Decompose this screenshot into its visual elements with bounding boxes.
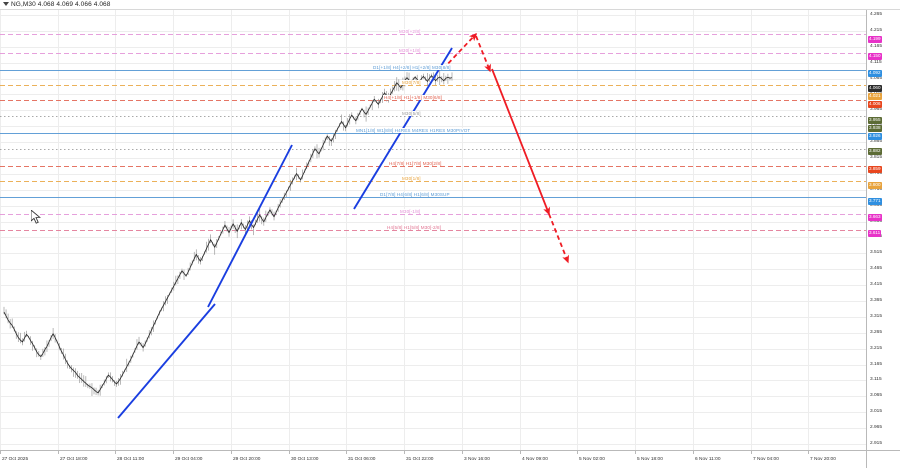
time-tick-mark [289, 451, 290, 454]
murray-level-label: H4[7/8] H1[7/8] M30[2/8] [388, 161, 443, 166]
price-tick-label: 3.215 [870, 345, 883, 351]
time-tick-mark [404, 451, 405, 454]
time-axis[interactable]: 27 Oct 2025 27 Oct 18:00 28 Oct 11:00 29 Oc… [0, 450, 866, 468]
time-tick-label: 6 Nov 11:00 [695, 457, 721, 462]
price-level-tag[interactable]: 3.926 [868, 133, 882, 140]
murray-level-label: M30[+1/8] [398, 48, 422, 53]
price-level-tag[interactable]: 4.092 [868, 70, 882, 77]
price-level-tag[interactable]: 3.938 [868, 125, 882, 132]
price-level-tag[interactable]: 4.150 [868, 53, 882, 60]
murray-level-label: D1[+1/8] H4[+2/8] H1[+2/8] M30[8/8] [372, 65, 452, 70]
time-tick-mark [115, 451, 116, 454]
time-tick-mark [0, 451, 1, 454]
time-tick-label: 4 Nov 09:00 [522, 457, 548, 462]
price-tick-label: 4.265 [870, 12, 883, 17]
murray-level-label: H4[+1/8] H1[+1/8] M30[6/8] [383, 95, 444, 100]
time-tick-mark [346, 451, 347, 454]
collapse-caret-icon[interactable] [3, 2, 9, 6]
time-tick-mark [635, 451, 636, 454]
time-tick-label: 7 Nov 20:00 [810, 457, 836, 462]
price-tick-label: 4.065 [870, 75, 883, 81]
price-tick-label: 4.165 [870, 43, 883, 49]
time-tick-mark [577, 451, 578, 454]
chart-gridlines [0, 9, 866, 450]
time-tick-mark [173, 451, 174, 454]
murray-level-label: M30[+2/8] [398, 29, 422, 34]
price-tick-label: 3.415 [870, 282, 883, 288]
price-level-tag[interactable]: 4.021 [868, 93, 882, 100]
price-level-tag[interactable]: 3.882 [868, 148, 882, 155]
price-tick-label: 4.215 [870, 27, 883, 33]
price-tick-label: 3.515 [870, 250, 883, 256]
time-tick-label: 30 Oct 13:00 [291, 457, 319, 462]
price-level-tag[interactable]: 4.199 [868, 36, 882, 43]
price-tick-label: 3.765 [870, 170, 883, 176]
murray-level-label: M30[5/8] [401, 111, 422, 116]
time-tick-mark [751, 451, 752, 454]
time-tick-label: 29 Oct 20:00 [233, 457, 261, 462]
time-tick-mark [693, 451, 694, 454]
time-tick-label: 27 Oct 18:00 [60, 457, 88, 462]
price-tick-label: 3.715 [870, 186, 883, 192]
price-level-tag[interactable]: 3.771 [868, 198, 882, 205]
chart-header-bar: NG,M30 4.068 4.069 4.066 4.068 [0, 0, 900, 10]
time-tick-label: 31 Oct 06:00 [348, 457, 376, 462]
time-tick-label: 5 Nov 02:00 [579, 457, 605, 462]
price-level-tag[interactable]: 3.611 [868, 230, 882, 237]
murray-level-label: MN1[1/8] W1[8/8] H4RES M4RES H1RES M30PI… [355, 128, 472, 133]
price-tick-label: 2.915 [870, 441, 883, 446]
time-tick-mark [520, 451, 521, 454]
murray-level-lines [0, 34, 866, 231]
price-tick-label: 3.615 [870, 218, 883, 224]
time-tick-label: 31 Oct 22:00 [406, 457, 434, 462]
time-tick-label: 28 Oct 11:00 [117, 457, 145, 462]
time-tick-label: 7 Nov 04:00 [753, 457, 779, 462]
time-tick-label: 5 Nov 18:00 [637, 457, 663, 462]
price-tick-label: 3.165 [870, 361, 883, 367]
drawn-trendlines-and-forecast[interactable] [0, 9, 866, 450]
time-tick-mark [58, 451, 59, 454]
murray-level-label: H4[5/8] H1[5/8] M30[-2/8] [386, 225, 443, 230]
time-tick-mark [808, 451, 809, 454]
price-tick-label: 3.865 [870, 139, 883, 145]
price-tick-label: 3.815 [870, 155, 883, 160]
murray-level-label: M30[7/8] [401, 80, 422, 85]
time-tick-mark [462, 451, 463, 454]
price-level-tag[interactable]: 3.955 [868, 117, 882, 124]
price-axis[interactable]: 4.2654.2154.1654.1154.0654.0153.9653.915… [866, 9, 900, 450]
price-tick-label: 4.115 [870, 59, 882, 65]
time-tick-mark [231, 451, 232, 454]
price-level-tag[interactable]: 4.006 [868, 101, 882, 108]
price-tick-label: 3.115 [870, 377, 882, 383]
murray-level-label: M30[1/8] [401, 176, 422, 181]
price-level-tag[interactable]: 3.663 [868, 214, 882, 221]
murray-level-label: M30[-1/8] [399, 209, 422, 214]
time-tick-label: 27 Oct 2025 [2, 457, 29, 462]
price-tick-label: 3.315 [870, 313, 883, 319]
time-tick-label: 3 Nov 16:00 [464, 457, 490, 462]
price-level-tag[interactable]: 4.060 [868, 85, 882, 92]
price-tick-label: 2.965 [870, 425, 883, 431]
price-tick-label: 3.965 [870, 107, 883, 113]
time-tick-label: 29 Oct 04:00 [175, 457, 203, 462]
mouse-pointer-icon [31, 210, 41, 224]
symbol-ohlc-label: NG,M30 4.068 4.069 4.066 4.068 [11, 1, 111, 8]
price-tick-label: 3.465 [870, 266, 883, 272]
axis-corner [866, 450, 900, 468]
price-tick-label: 3.365 [870, 298, 883, 303]
chart-plot-area[interactable]: M30[+2/8] M30[+1/8] D1[+1/8] H4[+2/8] H1[+… [0, 9, 866, 450]
murray-level-label: D1[7/8] H4[6/8] H1[6/8] M30SUP [379, 192, 451, 197]
price-level-tag[interactable]: 3.800 [868, 182, 882, 189]
price-tick-label: 3.065 [870, 393, 883, 399]
price-tick-label: 3.015 [870, 409, 883, 415]
price-tick-label: 3.565 [870, 234, 883, 240]
price-tick-label: 3.265 [870, 329, 883, 335]
price-tick-label: 3.665 [870, 202, 883, 208]
price-level-tag[interactable]: 3.859 [868, 166, 882, 173]
